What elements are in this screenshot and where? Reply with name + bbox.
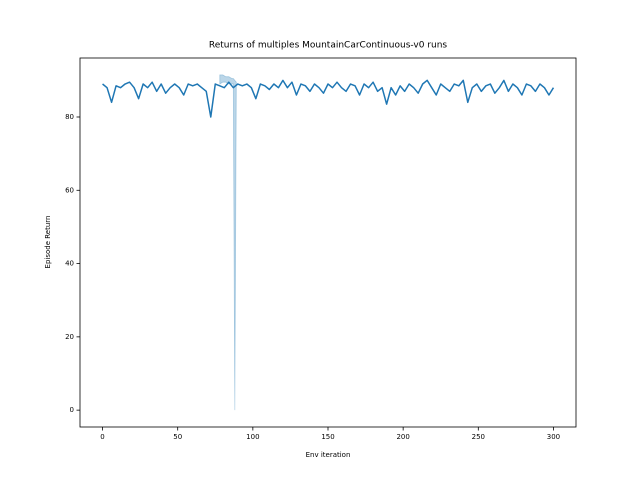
- data-line: [102, 79, 555, 118]
- confidence-band: [219, 74, 237, 411]
- plot-area: [102, 74, 555, 411]
- x-tick-label: 0: [100, 433, 104, 441]
- y-tick-label: 80: [65, 113, 74, 121]
- y-tick-label: 0: [70, 406, 74, 414]
- y-tick-label: 60: [65, 186, 74, 194]
- x-tick-label: 300: [547, 433, 560, 441]
- y-tick-label: 20: [65, 333, 74, 341]
- x-axis-label: Env iteration: [306, 451, 351, 459]
- x-tick-label: 200: [396, 433, 409, 441]
- y-tick-label: 40: [65, 260, 74, 268]
- x-tick-label: 150: [321, 433, 334, 441]
- x-tick-label: 100: [246, 433, 259, 441]
- y-axis-label: Episode Return: [44, 216, 52, 269]
- x-tick-label: 250: [472, 433, 485, 441]
- chart-title: Returns of multiples MountainCarContinuo…: [209, 41, 448, 51]
- x-tick-label: 50: [173, 433, 182, 441]
